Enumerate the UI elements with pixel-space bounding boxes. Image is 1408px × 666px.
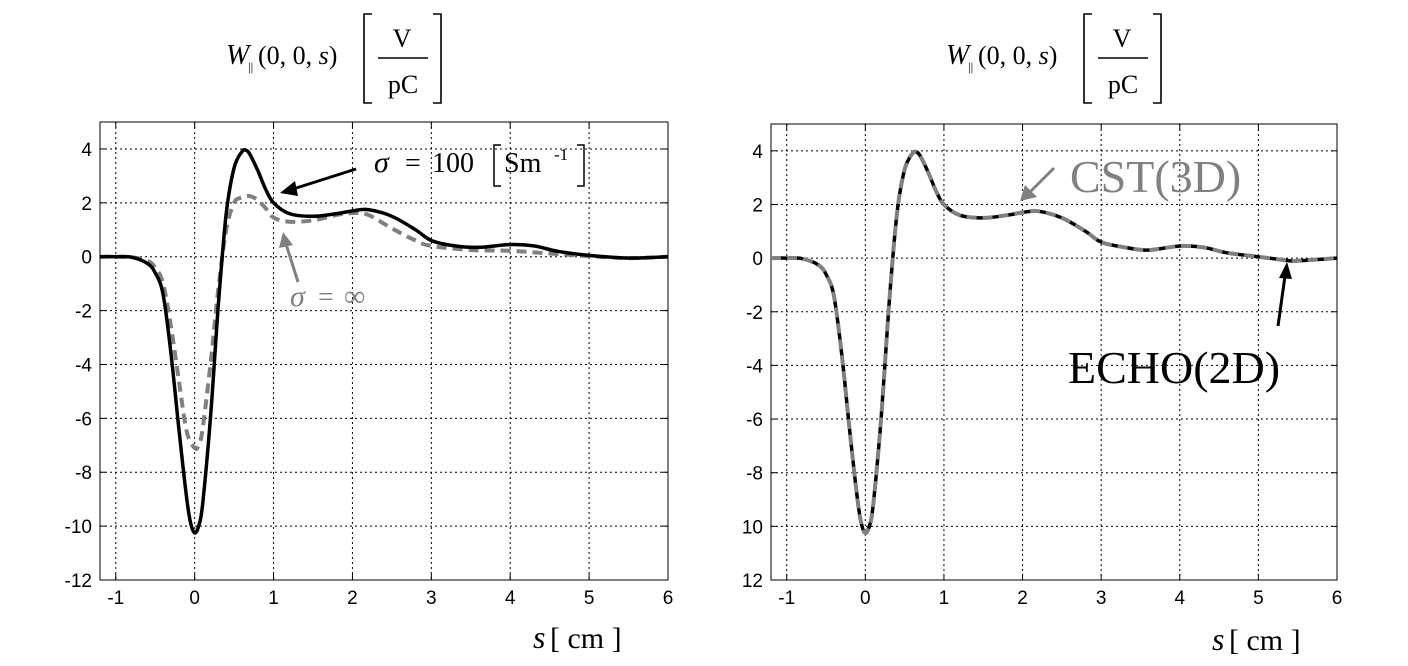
annotation-cst-label: CST(3D) [1070,151,1241,202]
y-tick-label: -2 [746,303,763,324]
x-tick-label: 4 [1174,588,1185,609]
right-title-close: ) [1049,41,1058,70]
x-tick-label: 1 [939,588,950,609]
right-xlabel: s [ cm ] [1212,621,1301,657]
right-title: W || (0, 0, s) V pC [946,13,1162,104]
annotation-sigma-100-eq: = [405,148,421,179]
annotation-echo-arrow [1276,275,1287,327]
svg-text:(0, 0, s): (0, 0, s) [258,41,337,70]
y-tick-label: 4 [81,140,92,161]
left-grid [100,122,668,580]
x-tick-label: 5 [1253,588,1264,609]
annotation-sigma-inf-eq: = [318,282,334,313]
y-tick-label: 2 [81,194,92,215]
x-tick-label: 6 [663,588,674,609]
right-title-denominator: pC [1108,70,1138,99]
x-tick-label: 0 [189,588,200,609]
x-tick-label: 2 [347,588,358,609]
annotation-sigma-inf-arrow [284,243,300,283]
annotation-sigma-100: σ = 100 Sm -1 [280,144,585,196]
x-tick-label: 2 [1017,588,1028,609]
right-title-bracket-right [1153,13,1162,104]
right-title-sub: || [968,59,973,74]
y-tick-label: -12 [65,571,92,592]
y-tick-label: 0 [81,248,92,269]
svg-text:(0, 0, s): (0, 0, s) [978,41,1057,70]
chart-left: W || (0, 0, s) V pC -1 0 1 2 3 4 5 6420-2-4-6-8… [65,13,674,655]
annotation-echo-label: ECHO(2D) [1068,342,1280,393]
series-line--100-sm- [99,147,669,535]
right-title-bracket-left [1083,13,1092,104]
x-tick-label: 0 [860,588,871,609]
y-tick-label: -8 [75,463,92,484]
left-title-bracket-left [363,13,372,104]
left-title: W || (0, 0, s) V pC [226,13,442,104]
left-title-denominator: pC [388,70,418,99]
left-plot-frame [99,121,669,581]
right-series [770,149,1338,536]
annotation-sigma-inf-arrowhead [279,232,293,248]
annotation-cst-arrow [1028,166,1056,194]
left-xlabel-unit: [ cm ] [550,622,622,655]
right-title-var: W [946,40,972,71]
annotation-sigma-100-arrow [289,167,357,192]
y-tick-label: -4 [746,356,763,377]
y-tick-label: 2 [752,195,763,216]
y-tick-label: -4 [75,355,92,376]
annotation-sigma-100-arrowhead [280,181,298,196]
annotation-sigma-inf-lhs: σ [290,280,306,313]
x-tick-label: 5 [584,588,595,609]
y-tick-label: 0 [752,249,763,270]
right-title-numerator: V [1113,24,1132,53]
y-tick-label: -2 [75,302,92,323]
right-xlabel-unit: [ cm ] [1229,624,1301,657]
chart-right: W || (0, 0, s) V pC -1 0 1 2 3 4 5 6420-2-4-6-8… [742,13,1342,657]
left-title-numerator: V [393,24,412,53]
left-xlabel: s [ cm ] [533,619,622,655]
annotation-sigma-inf-rhs: ∞ [344,280,365,313]
annotation-sigma-100-unit: Sm [504,148,542,179]
left-title-args: (0, 0, [258,41,319,70]
right-xlabel-var: s [1212,621,1224,657]
left-series [99,147,669,535]
left-title-sub: || [248,59,253,74]
annotation-sigma-inf: σ = ∞ [279,232,365,313]
x-tick-label: 4 [505,588,516,609]
left-xlabel-var: s [533,619,545,655]
x-tick-label: 3 [1096,588,1107,609]
left-title-bracket-right [433,13,442,104]
left-title-var: W [226,40,252,71]
y-tick-label: -6 [75,409,92,430]
annotation-cst-arrowhead [1020,185,1037,201]
y-tick-label: -6 [746,410,763,431]
annotation-bracket-left [493,144,501,187]
y-tick-label: -8 [746,464,763,485]
annotation-bracket-right [577,144,585,187]
annotation-sigma-100-num: 100 [432,148,474,179]
y-tick-label: 10 [742,517,763,538]
series-line-cst-3d- [770,149,1338,536]
x-tick-label: -1 [778,588,795,609]
left-title-close: ) [329,41,338,70]
right-title-args: (0, 0, [978,41,1039,70]
right-title-arg-s: s [1039,41,1049,70]
y-tick-label: -10 [65,517,92,538]
x-tick-label: 1 [268,588,279,609]
left-title-arg-s: s [319,41,329,70]
annotation-cst: CST(3D) [1020,151,1241,202]
x-tick-label: -1 [107,588,124,609]
annotation-sigma-100-sup: -1 [554,145,568,164]
annotation-sigma-100-lhs: σ [374,146,390,179]
annotation-echo-arrowhead [1279,262,1292,279]
right-plot-frame [770,123,1338,581]
y-tick-label: 4 [752,142,763,163]
y-tick-label: 12 [742,571,763,592]
x-tick-label: 6 [1332,588,1343,609]
x-tick-label: 3 [426,588,437,609]
series-line-- [99,193,669,451]
annotation-echo: ECHO(2D) [1068,262,1292,393]
